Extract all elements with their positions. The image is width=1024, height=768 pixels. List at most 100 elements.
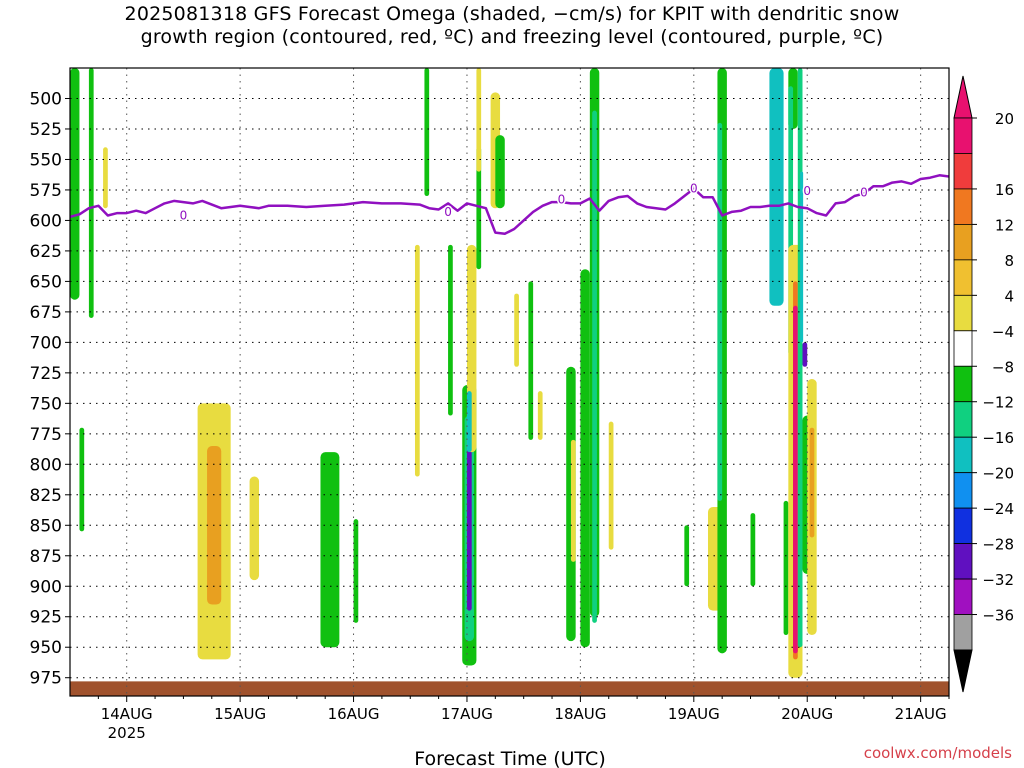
omega-cell xyxy=(793,305,798,654)
omega-cell xyxy=(800,171,804,343)
y-tick-label: 550 xyxy=(30,150,62,170)
colorbar-label: 20 xyxy=(995,110,1014,128)
x-tick-label: 17AUG xyxy=(441,705,493,723)
omega-cell xyxy=(717,122,723,501)
colorbar-over-arrow xyxy=(953,75,973,119)
ground-surface xyxy=(70,681,949,696)
chart-title-line-1: 2025081318 GFS Forecast Omega (shaded, −… xyxy=(124,3,900,25)
y-tick-label: 575 xyxy=(30,181,62,201)
omega-cell xyxy=(528,281,534,440)
x-tick-label: 19AUG xyxy=(668,705,720,723)
omega-cell xyxy=(79,427,85,532)
freezing-level-contour-label: 0 xyxy=(444,205,452,219)
y-tick-label: 900 xyxy=(30,577,62,597)
colorbar-segment xyxy=(953,223,973,261)
omega-cell xyxy=(802,342,808,367)
omega-cell xyxy=(580,269,590,648)
omega-cell xyxy=(566,366,576,642)
y-tick-label: 625 xyxy=(30,242,62,262)
omega-cell xyxy=(476,68,482,172)
y-tick-label: 750 xyxy=(30,394,62,414)
omega-cell xyxy=(797,68,803,648)
omega-cell xyxy=(466,446,472,611)
colorbar-under-arrow xyxy=(953,649,973,693)
freezing-level-contour-label: 0 xyxy=(803,184,811,198)
omega-cells-layer xyxy=(70,68,949,696)
omega-cell xyxy=(592,110,597,623)
colorbar-segment xyxy=(953,294,973,332)
y-tick-label: 950 xyxy=(30,638,62,658)
colorbar-legend: 20 16 12 8 4 −4 −8 −12 −16 −20 −24 −28 −32 −36 xyxy=(953,75,1014,693)
colorbar-segment xyxy=(953,401,973,438)
x-tick-label: 18AUG xyxy=(554,705,606,723)
colorbar-segment xyxy=(953,259,973,296)
colorbar-label: 12 xyxy=(995,216,1014,234)
colorbar-label: −4 xyxy=(992,323,1014,341)
y-tick-label: 925 xyxy=(30,608,62,628)
y-tick-label: 700 xyxy=(30,333,62,353)
omega-cell xyxy=(424,68,430,197)
y-axis: 500 525 550 575 600 625 650 675 700 725 750 775 800 8… xyxy=(30,89,70,689)
freezing-level-line xyxy=(70,174,949,236)
omega-cell xyxy=(750,513,756,587)
colorbar-segment xyxy=(953,578,973,615)
x-tick-label: 21AUG xyxy=(895,705,947,723)
colorbar-label: −28 xyxy=(982,536,1014,554)
omega-cell xyxy=(414,244,420,477)
omega-cell xyxy=(103,147,108,209)
colorbar-segment xyxy=(953,543,973,580)
omega-cell xyxy=(466,391,472,453)
omega-cell xyxy=(88,68,94,318)
colorbar-segment xyxy=(953,153,973,190)
y-tick-label: 775 xyxy=(30,425,62,445)
colorbar-label: −20 xyxy=(982,465,1014,483)
omega-cell xyxy=(783,500,789,636)
x-tick-sublabel: 2025 xyxy=(108,724,146,742)
chart-title-line-2: growth region (contoured, red, ºC) and f… xyxy=(140,26,884,48)
colorbar-segment xyxy=(953,507,973,544)
omega-cell xyxy=(70,68,80,300)
y-tick-label: 825 xyxy=(30,486,62,506)
y-tick-label: 975 xyxy=(30,669,62,689)
freezing-level-contour-label: 0 xyxy=(690,182,698,196)
omega-cell xyxy=(476,147,482,270)
colorbar-label: 4 xyxy=(1004,287,1014,305)
colorbar-segment xyxy=(953,614,973,651)
omega-cell xyxy=(684,525,690,587)
omega-cell xyxy=(514,293,519,367)
y-tick-label: 600 xyxy=(30,211,62,231)
colorbar-label: −8 xyxy=(992,358,1014,376)
freezing-level-contour-label: 0 xyxy=(558,193,566,207)
omega-cell xyxy=(537,391,543,440)
colorbar-label: −24 xyxy=(982,500,1014,518)
omega-cell xyxy=(448,244,453,416)
y-tick-label: 675 xyxy=(30,303,62,323)
grid-layer xyxy=(70,68,949,696)
plot-frame xyxy=(69,67,950,697)
y-tick-label: 725 xyxy=(30,364,62,384)
colorbar-segment xyxy=(953,472,973,509)
site-credit-link[interactable]: coolwx.com/models xyxy=(863,744,1012,762)
freezing-level-contour-label: 0 xyxy=(180,209,188,223)
y-tick-label: 800 xyxy=(30,455,62,475)
colorbar-label: −36 xyxy=(982,607,1014,625)
y-tick-label: 850 xyxy=(30,516,62,536)
omega-cell xyxy=(570,439,576,562)
colorbar-segment xyxy=(953,188,973,225)
x-tick-label: 16AUG xyxy=(328,705,380,723)
colorbar-label: −12 xyxy=(982,394,1014,412)
y-tick-label: 525 xyxy=(30,120,62,140)
x-tick-label: 14AUG xyxy=(101,705,153,723)
colorbar-segment xyxy=(953,117,973,154)
colorbar-label: −16 xyxy=(982,429,1014,447)
x-tick-label: 20AUG xyxy=(781,705,833,723)
omega-cell xyxy=(769,68,784,306)
colorbar-label: −32 xyxy=(982,571,1014,589)
colorbar-label: 8 xyxy=(1004,252,1014,270)
omega-cell xyxy=(495,135,505,209)
omega-cell xyxy=(608,421,614,550)
colorbar-segment xyxy=(953,330,973,367)
y-tick-label: 650 xyxy=(30,272,62,292)
